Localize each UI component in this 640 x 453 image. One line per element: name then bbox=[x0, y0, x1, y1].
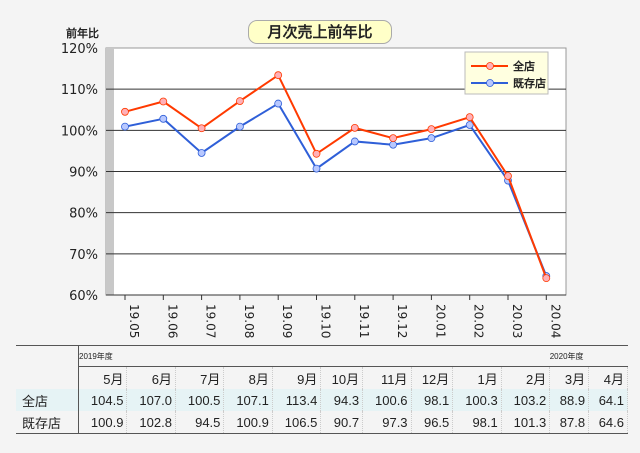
y-tick-label: 110% bbox=[61, 83, 98, 98]
data-point bbox=[121, 122, 129, 131]
month-header: 11月 bbox=[362, 366, 412, 389]
data-point bbox=[389, 140, 398, 149]
table-cell: 94.3 bbox=[320, 389, 364, 411]
x-tick-label: 20.04 bbox=[548, 304, 562, 338]
line-chart: 60% 70% 80% 90% 100% 110% 120% 19.05 19.06 19.07 1… bbox=[61, 42, 567, 338]
x-tick-label: 19.07 bbox=[204, 304, 218, 338]
y-tick-label: 100% bbox=[61, 124, 98, 139]
table-cell: 96.5 bbox=[411, 411, 454, 434]
data-point bbox=[389, 134, 398, 143]
y-axis-label: 前年比 bbox=[66, 27, 99, 40]
table-cell: 107.0 bbox=[126, 389, 176, 411]
month-header: 3月 bbox=[549, 366, 590, 389]
table-cell: 90.7 bbox=[320, 411, 364, 434]
x-tick-label: 19.05 bbox=[127, 304, 141, 338]
table-cell: 100.3 bbox=[452, 389, 502, 411]
table-cell: 100.9 bbox=[78, 411, 128, 434]
data-point bbox=[121, 107, 129, 116]
month-header: 8月 bbox=[223, 366, 273, 389]
table-cell: 98.1 bbox=[452, 411, 502, 434]
table-cell: 107.1 bbox=[223, 389, 273, 411]
row-label: 既存店 bbox=[16, 411, 79, 434]
table-cell: 103.2 bbox=[501, 389, 551, 411]
data-point bbox=[159, 114, 168, 123]
data-point bbox=[197, 124, 206, 133]
month-header: 1月 bbox=[452, 366, 502, 389]
x-tick-label: 19.09 bbox=[280, 304, 294, 338]
x-tick-label: 20.02 bbox=[472, 304, 486, 338]
month-header: 7月 bbox=[175, 366, 225, 389]
table-cell: 100.9 bbox=[223, 411, 273, 434]
month-header: 2月 bbox=[501, 366, 551, 389]
month-header: 4月 bbox=[588, 366, 628, 389]
data-point bbox=[465, 121, 474, 129]
month-header: 6月 bbox=[126, 366, 176, 389]
x-tick-label: 20.03 bbox=[510, 304, 524, 338]
y-tick-label: 120% bbox=[61, 42, 98, 57]
data-point bbox=[197, 149, 206, 157]
fiscal-year-2020: 2020年度 bbox=[549, 345, 628, 367]
table-cell: 94.5 bbox=[175, 411, 225, 434]
legend-label: 既存店 bbox=[513, 76, 546, 90]
chart-title: 月次売上前年比 bbox=[248, 20, 392, 44]
data-table: 2019年度 2020年度 5月 6月 7月 8月 9月 10月 11月 12月 1月 2月 3月 4… bbox=[16, 345, 628, 434]
series-line-0 bbox=[124, 73, 548, 279]
data-point bbox=[542, 274, 551, 283]
x-tick-label: 19.11 bbox=[357, 304, 371, 338]
y-tick-label: 90% bbox=[69, 166, 98, 181]
table-cell: 113.4 bbox=[272, 389, 322, 411]
table-cell: 98.1 bbox=[411, 389, 454, 411]
data-point bbox=[312, 149, 321, 158]
table-cell: 100.5 bbox=[175, 389, 225, 411]
data-point bbox=[350, 123, 359, 132]
y-tick-label: 70% bbox=[69, 248, 98, 263]
month-header: 5月 bbox=[78, 366, 128, 389]
series-line-1 bbox=[124, 102, 548, 277]
month-header: 12月 bbox=[411, 366, 454, 389]
legend-label: 全店 bbox=[512, 59, 535, 73]
month-header: 9月 bbox=[272, 366, 322, 389]
x-tick-label: 20.01 bbox=[433, 304, 447, 338]
table-cell: 97.3 bbox=[362, 411, 412, 434]
data-point bbox=[504, 172, 512, 180]
x-tick-label: 19.12 bbox=[395, 304, 409, 338]
table-cell: 104.5 bbox=[78, 389, 128, 411]
y-tick-label: 80% bbox=[69, 207, 98, 222]
data-point bbox=[465, 113, 474, 122]
legend-marker bbox=[486, 79, 494, 87]
x-tick-label: 19.10 bbox=[319, 304, 333, 338]
data-point bbox=[274, 71, 283, 80]
table-cell: 88.9 bbox=[549, 389, 590, 411]
row-label: 全店 bbox=[16, 389, 79, 411]
y-tick-label: 60% bbox=[69, 289, 98, 304]
month-header: 10月 bbox=[320, 366, 364, 389]
table-corner bbox=[16, 345, 79, 389]
fiscal-year-2019: 2019年度 bbox=[78, 345, 550, 367]
data-point bbox=[350, 137, 359, 146]
x-tick-label: 19.08 bbox=[242, 304, 256, 338]
data-point bbox=[235, 97, 244, 106]
x-tick-label: 19.06 bbox=[165, 304, 179, 338]
table-cell: 87.8 bbox=[549, 411, 590, 434]
table-cell: 101.3 bbox=[501, 411, 551, 434]
table-cell: 64.1 bbox=[588, 389, 628, 411]
data-point bbox=[235, 122, 244, 131]
table-cell: 100.6 bbox=[362, 389, 412, 411]
data-point bbox=[159, 97, 168, 106]
table-cell: 106.5 bbox=[272, 411, 322, 434]
legend-marker bbox=[486, 62, 494, 70]
data-point bbox=[427, 125, 436, 133]
table-cell: 64.6 bbox=[588, 411, 628, 434]
table-cell: 102.8 bbox=[126, 411, 176, 434]
data-point bbox=[427, 134, 436, 143]
data-point bbox=[274, 99, 283, 108]
data-point bbox=[312, 164, 321, 173]
